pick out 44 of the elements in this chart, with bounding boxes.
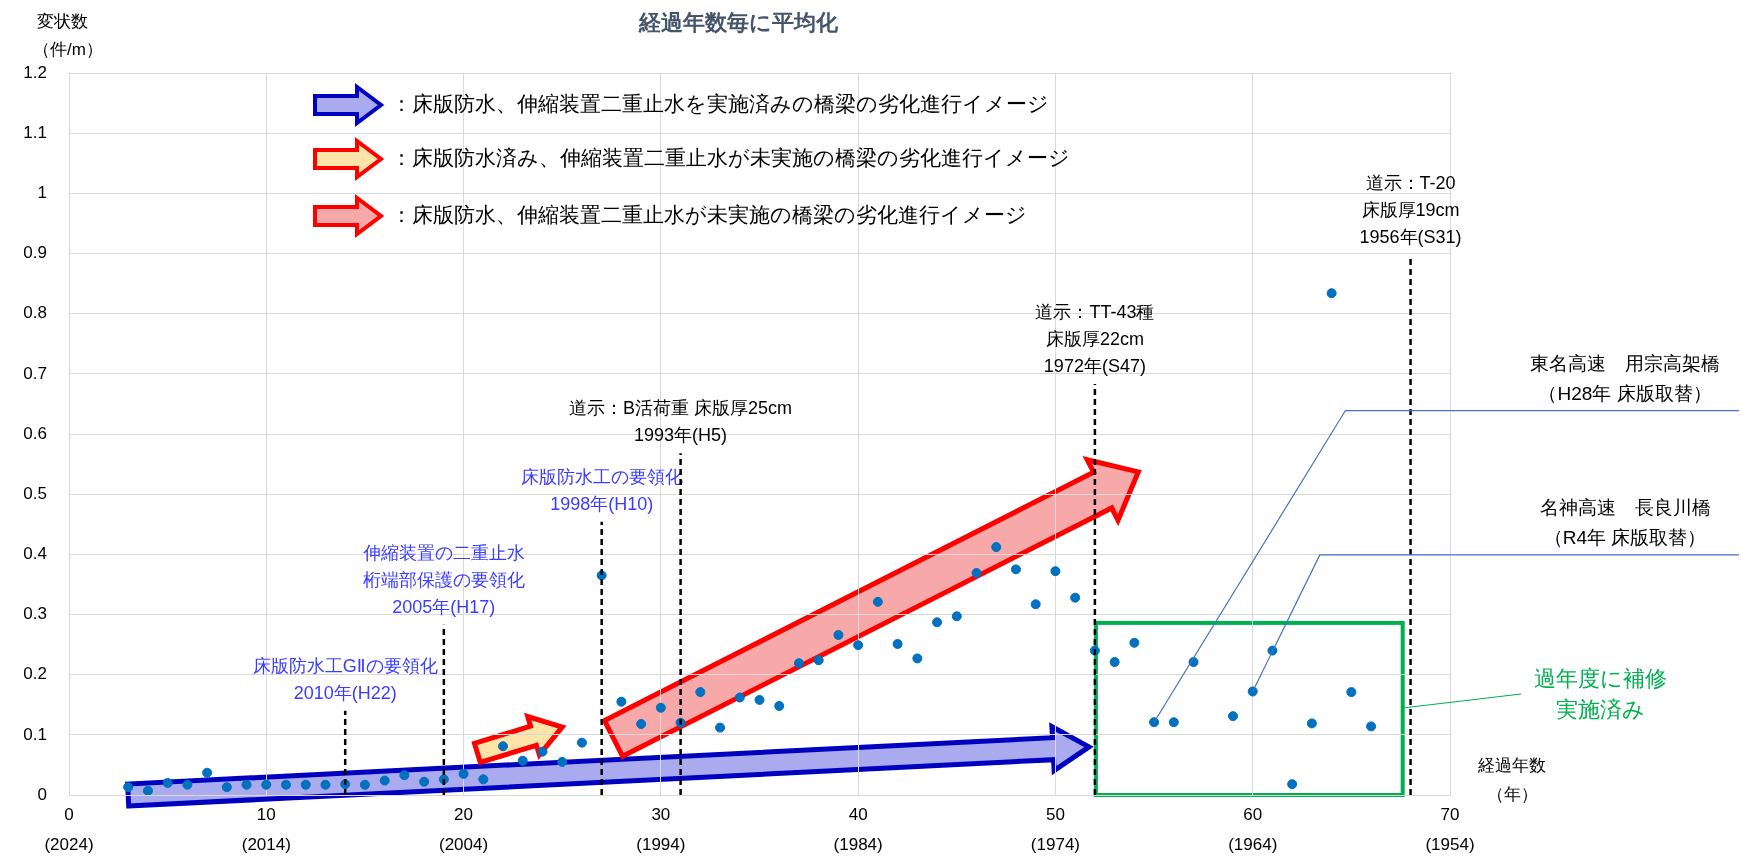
ref-line-label: 伸縮装置の二重止水桁端部保護の要領化2005年(H17): [361, 542, 525, 617]
y-tick-label: 0.6: [23, 423, 47, 443]
annotation: 名神高速 長良川橋（R4年 床版取替）: [1539, 497, 1711, 549]
y-tick-label: 0.4: [23, 544, 47, 564]
y-tick-label: 0.9: [23, 243, 47, 263]
x-tick-label: 0: [64, 804, 74, 824]
ref-line-label: 道示：T-20 床版厚19cm 1956年(S31): [1359, 173, 1462, 248]
x2-tick-label: (1954): [1425, 834, 1475, 854]
x2-tick-label: (1964): [1228, 834, 1278, 854]
x-tick-label: 60: [1243, 804, 1263, 824]
y-tick-label: 0: [37, 784, 47, 804]
y-tick-label: 0.1: [23, 724, 47, 744]
y-tick-label: 1.2: [23, 62, 47, 82]
x-tick-label: 20: [454, 804, 474, 824]
y-tick-label: 0.7: [23, 363, 47, 383]
x2-tick-label: (2014): [241, 834, 291, 854]
x-tick-label: 10: [256, 804, 276, 824]
y-tick-label: 1: [37, 183, 47, 203]
annotation: ：床版防水済み、伸縮装置二重止水が未実施の橋梁の劣化進行イメージ: [391, 145, 1070, 169]
chart-title: 経過年数毎に平均化: [637, 10, 839, 36]
y-axis-title: 変状数（件/m）: [33, 11, 103, 59]
y-tick-label: 1.1: [23, 122, 47, 142]
x2-tick-label: (2024): [44, 834, 94, 854]
annotation: ：床版防水、伸縮装置二重止水が未実施の橋梁の劣化進行イメージ: [391, 202, 1027, 226]
text: 過年度に補修実施済み: [1533, 666, 1667, 723]
annotation: ：床版防水、伸縮装置二重止水を実施済みの橋梁の劣化進行イメージ: [391, 91, 1049, 115]
x-axis-title: 経過年数（年）: [1477, 755, 1546, 804]
ref-line-label: 道示：TT-43種床版厚22cm 1972年(S47): [1035, 302, 1155, 377]
x2-tick-label: (1974): [1030, 834, 1080, 854]
y-tick-label: 0.5: [23, 483, 47, 503]
y-tick-label: 0.2: [23, 664, 47, 684]
annotation: 東名高速 用宗高架橋（H28年 床版取替）: [1530, 352, 1720, 404]
ref-line-label: 道示：B活荷重 床版厚25cm 1993年(H5): [569, 398, 793, 446]
x-tick-label: 30: [651, 804, 671, 824]
x2-tick-label: (2004): [439, 834, 489, 854]
ref-line-label: 床版防水工GⅡの要領化2010年(H22): [252, 655, 438, 703]
ref-line-label: 床版防水工の要領化1998年(H10): [520, 466, 683, 514]
y-tick-label: 0.3: [23, 604, 47, 624]
y-tick-label: 0.8: [23, 303, 47, 323]
x-tick-label: 50: [1045, 804, 1065, 824]
x2-tick-label: (1994): [636, 834, 686, 854]
x-tick-label: 70: [1440, 804, 1460, 824]
x2-tick-label: (1984): [833, 834, 883, 854]
x-tick-label: 40: [848, 804, 868, 824]
